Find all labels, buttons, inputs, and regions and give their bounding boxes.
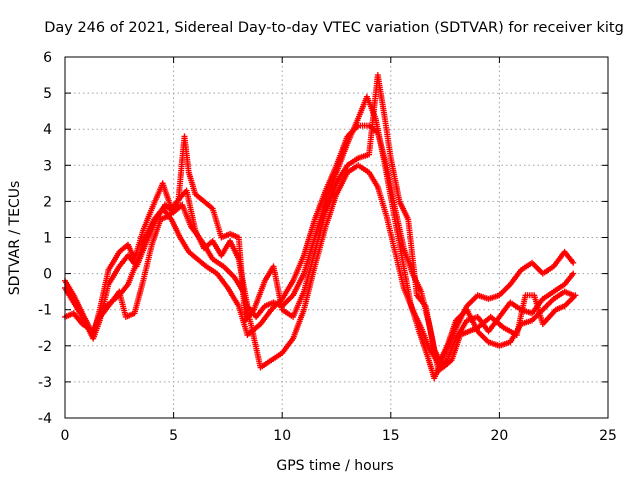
y-tick-label: -1 <box>38 303 52 319</box>
x-tick-label: 10 <box>273 428 291 444</box>
y-tick-label: 0 <box>43 267 52 283</box>
y-tick-label: -2 <box>38 339 52 355</box>
x-tick-label: 0 <box>61 428 70 444</box>
y-tick-label: -4 <box>38 411 52 427</box>
x-tick-label: 5 <box>169 428 178 444</box>
x-tick-label: 15 <box>382 428 400 444</box>
axis-ticks: 0 5 10 15 20 25 -4 -3 -2 -1 0 1 2 3 4 5 6 <box>38 50 617 444</box>
x-tick-label: 20 <box>490 428 508 444</box>
x-axis-label: GPS time / hours <box>276 458 393 474</box>
chart-title: Day 246 of 2021, Sidereal Day-to-day VTE… <box>44 20 624 36</box>
data-points <box>62 72 579 382</box>
y-tick-label: -3 <box>38 375 52 391</box>
y-tick-label: 3 <box>43 158 52 174</box>
data-point-markers <box>94 72 579 371</box>
y-tick-label: 1 <box>43 231 52 247</box>
data-point-markers <box>62 162 577 371</box>
series-track-4 <box>94 72 579 371</box>
y-tick-label: 4 <box>43 122 52 138</box>
series-track-2 <box>62 162 577 371</box>
y-tick-label: 5 <box>43 86 52 102</box>
y-tick-label: 6 <box>43 50 52 66</box>
y-tick-label: 2 <box>43 194 52 210</box>
y-axis-label: SDTVAR / TECUs <box>7 181 23 296</box>
x-tick-label: 25 <box>599 428 617 444</box>
